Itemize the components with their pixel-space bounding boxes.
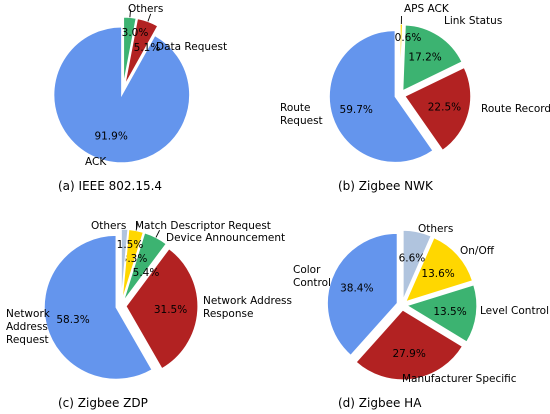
pie-slice-others (122, 16, 137, 86)
slice-percent-label-manufacturer-specific: 27.9% (392, 348, 425, 360)
slice-name-label-ack: ACK (85, 156, 107, 168)
pie-slice-network-address-response (125, 247, 199, 370)
slice-percent-label-network-address-response: 31.5% (154, 304, 187, 316)
slice-percent-label-data-request: 5.1% (134, 42, 161, 54)
slice-percent-label-others: 1.5% (117, 239, 144, 251)
pie-slice-ack (53, 26, 191, 164)
pie-chart-3: 58.3% Network Address Request 31.5% Network A… (6, 220, 292, 410)
pie-slice-others (402, 229, 433, 301)
slice-percent-label-on-off: 13.6% (421, 268, 454, 280)
slice-name-label-network-address-response: Network Address Response (203, 295, 292, 320)
slice-name-label-others: Others (91, 220, 126, 232)
slice-percent-label-route-record: 22.5% (428, 102, 461, 114)
pie-slice-others (120, 228, 129, 302)
slice-name-label-color-control: Color Control (293, 264, 331, 289)
leader-line-match-descriptor-request (135, 222, 139, 231)
slice-name-label-network-address-request: Network Address Request (6, 308, 51, 346)
pie-slice-level-control (405, 284, 478, 343)
pie-slice-on-off (404, 236, 474, 303)
leader-line-others (129, 9, 132, 18)
pie-slice-device-announcement (122, 232, 168, 302)
pie-slice-color-control (326, 232, 398, 357)
pie-slice-network-address-request (43, 234, 153, 380)
slice-percent-label-match-descriptor-request: 3.3% (121, 253, 148, 265)
slice-name-label-others: Others (128, 3, 163, 15)
slice-name-label-manufacturer-specific: Manufacturer Specific (402, 373, 517, 385)
slice-percent-label-level-control: 13.5% (433, 306, 466, 318)
pie-chart-1: 91.9% ACK 5.1%Data Request 3.0% Others (a) IE… (53, 3, 227, 193)
slice-name-label-others: Others (418, 223, 453, 235)
pie-slice-aps-ack (399, 23, 404, 91)
chart-caption-3: (c) Zigbee ZDP (58, 396, 148, 410)
slice-name-label-level-control: Level Control (480, 305, 549, 317)
slice-percent-label-ack: 91.9% (94, 131, 127, 143)
slice-name-label-match-descriptor-request: Match Descriptor Request (135, 220, 271, 232)
pie-slice-link-status (402, 24, 463, 92)
pie-slice-data-request (124, 17, 159, 86)
pie-slice-manufacturer-specific (355, 309, 464, 381)
pie-chart-4: 38.4% Color Control 27.9% Manufacturer Speci… (293, 223, 549, 410)
slice-name-label-route-request: Route Request (280, 102, 323, 127)
slice-percent-label-network-address-request: 58.3% (56, 314, 89, 326)
slice-percent-label-aps-ack: 0.6% (395, 32, 422, 44)
pie-slice-route-record (403, 66, 472, 152)
slice-percent-label-others: 6.6% (399, 253, 426, 265)
chart-caption-4: (d) Zigbee HA (338, 396, 422, 410)
slice-percent-label-link-status: 17.2% (408, 52, 441, 64)
slice-percent-label-route-request: 59.7% (340, 104, 373, 116)
slice-name-label-on-off: On/Off (460, 245, 495, 257)
pie-slice-route-request (328, 29, 434, 164)
pie-chart-2: 59.7% Route Request 22.5% Route Record 17.2% L… (280, 3, 550, 193)
slice-name-label-aps-ack: APS ACK (404, 3, 450, 15)
slice-name-label-device-announcement: Device Announcement (166, 232, 285, 244)
slice-percent-label-others: 3.0% (122, 27, 149, 39)
slice-percent-label-color-control: 38.4% (340, 283, 373, 295)
leader-line-data-request (147, 13, 152, 22)
slice-name-label-data-request: Data Request (156, 41, 227, 53)
slice-name-label-route-record: Route Record (481, 103, 550, 115)
chart-caption-1: (a) IEEE 802.15.4 (58, 179, 162, 193)
slice-name-label-link-status: Link Status (444, 15, 502, 27)
slice-percent-label-device-announcement: 5.4% (133, 267, 160, 279)
chart-caption-2: (b) Zigbee NWK (338, 179, 434, 193)
leader-line-device-announcement (155, 230, 160, 238)
